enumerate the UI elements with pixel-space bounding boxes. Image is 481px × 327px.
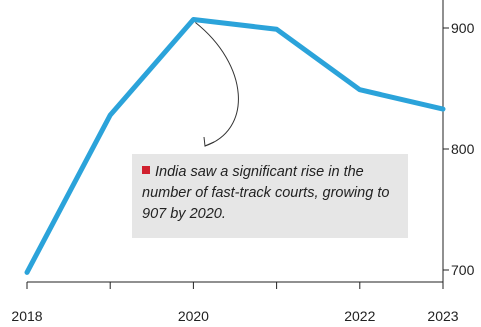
annotation-arrow <box>195 22 239 147</box>
series-line <box>24 17 446 275</box>
annotation-box: India saw a significant rise in the numb… <box>132 154 408 238</box>
y-tick-label: 800 <box>451 141 475 157</box>
y-tick-label: 900 <box>451 20 475 36</box>
y-tick-label: 700 <box>451 262 475 278</box>
x-tick-label: 2018 <box>11 308 42 324</box>
x-axis: 2018 2020 2022 2023 <box>11 281 459 324</box>
annotation-text: India saw a significant rise in the numb… <box>142 164 390 222</box>
x-tick-label: 2023 <box>427 308 458 324</box>
arrow-curve <box>195 22 239 147</box>
x-tick-label: 2020 <box>178 308 209 324</box>
series-layer <box>24 17 446 275</box>
x-tick-label: 2022 <box>344 308 375 324</box>
arrow-head <box>203 136 215 147</box>
annotation-marker <box>142 166 150 174</box>
y-axis: 700 800 900 <box>442 0 475 282</box>
